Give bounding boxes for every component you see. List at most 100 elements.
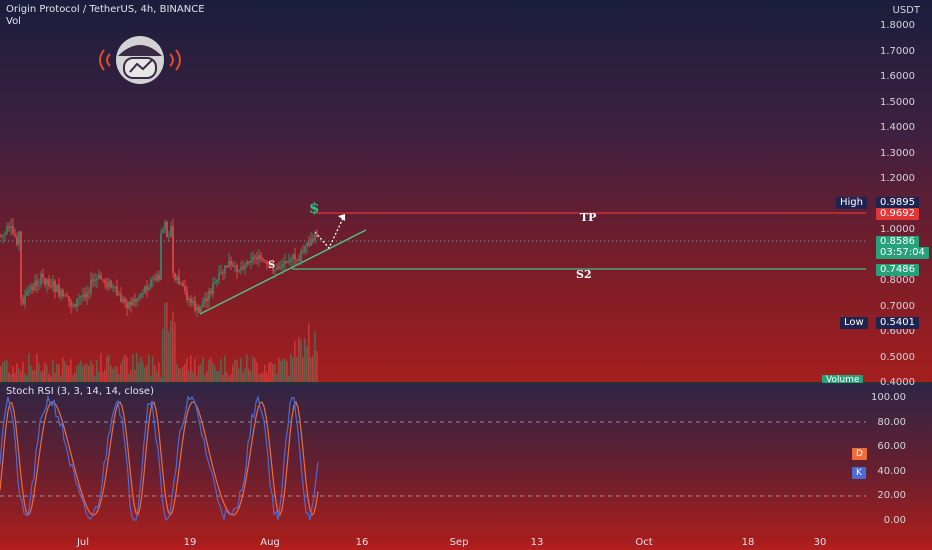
candle-body: [198, 307, 200, 313]
candle-body: [140, 293, 142, 297]
volume-bar: [288, 375, 290, 382]
candle-body: [90, 279, 92, 293]
price-axis-label: 1.6000: [880, 71, 915, 82]
volume-bar: [188, 370, 190, 382]
candle-body: [238, 269, 240, 272]
candle-body: [124, 298, 126, 303]
candle-body: [242, 267, 244, 269]
volume-bar: [64, 361, 66, 382]
currency-label: USDT: [892, 5, 920, 16]
dollar-icon: $: [309, 199, 320, 217]
candle-body: [130, 301, 132, 306]
volume-bar: [42, 370, 44, 382]
candle-body: [314, 234, 316, 241]
candle-body: [10, 226, 12, 229]
candle-body: [138, 296, 140, 299]
candle-body: [220, 272, 222, 274]
volume-bar: [184, 364, 186, 382]
candle-body: [172, 226, 174, 273]
volume-bar: [100, 353, 102, 382]
volume-bar: [304, 338, 306, 382]
candle-body: [56, 284, 58, 293]
volume-bar: [234, 359, 236, 382]
volume-bar: [152, 356, 154, 382]
volume-bar: [308, 323, 310, 382]
candle-body: [316, 234, 318, 238]
candle-body: [308, 242, 310, 246]
vol-legend[interactable]: Vol: [6, 16, 21, 27]
volume-bar: [114, 365, 116, 382]
volume-bar: [62, 357, 64, 382]
volume-bar: [18, 368, 20, 382]
volume-bar: [46, 365, 48, 382]
volume-bar: [136, 352, 138, 382]
volume-bar: [170, 320, 172, 382]
candle-body: [280, 266, 282, 269]
candle-body: [116, 286, 118, 296]
volume-bar: [164, 303, 166, 382]
candle-body: [112, 286, 114, 288]
rsi-axis-label: 80.00: [877, 416, 906, 428]
candle-body: [50, 285, 52, 287]
volume-bar: [56, 363, 58, 382]
time-axis-tick: 13: [530, 537, 544, 548]
projection-arrow[interactable]: [314, 213, 346, 250]
candle-body: [46, 279, 48, 285]
volume-bar: [242, 372, 244, 382]
candle-body: [118, 293, 120, 296]
time-axis-tick: 16: [355, 537, 369, 548]
candle-body: [42, 273, 44, 278]
candle-body: [258, 255, 260, 260]
volume-bar: [150, 375, 152, 382]
candle-body: [150, 279, 152, 288]
volume-bar: [160, 376, 162, 382]
volume-bar: [82, 365, 84, 382]
volume-bar: [182, 366, 184, 382]
pane-separator[interactable]: [0, 382, 932, 384]
current-price-tag: 0.8586: [876, 236, 919, 248]
volume-bar: [300, 339, 302, 382]
rsi-title[interactable]: Stoch RSI (3, 3, 14, 14, close): [6, 386, 154, 397]
time-axis[interactable]: [0, 534, 932, 550]
price-axis-label: 0.7000: [880, 300, 915, 312]
volume-bar: [180, 368, 182, 382]
volume-bar: [238, 368, 240, 382]
volume-bar: [292, 357, 294, 382]
candle-body: [224, 265, 226, 274]
candle-body: [262, 259, 264, 261]
candle-body: [270, 264, 272, 268]
rsi-axis-label: 100.00: [871, 392, 906, 403]
candle-body: [274, 269, 276, 271]
volume-bar: [120, 363, 122, 382]
volume-bar: [284, 359, 286, 382]
volume-bar: [268, 362, 270, 382]
candle-body: [222, 272, 224, 274]
candle-body: [306, 242, 308, 247]
price-axis-label: 1.5000: [880, 96, 915, 108]
rsi-lines: [0, 394, 319, 522]
volume-bar: [214, 365, 216, 382]
volume-bar: [96, 360, 98, 382]
volume-bar: [14, 372, 16, 382]
volume-bar: [86, 363, 88, 382]
volume-bar: [276, 373, 278, 382]
volume-bar: [236, 360, 238, 382]
candle-body: [312, 238, 314, 241]
volume-bar: [0, 365, 2, 382]
volume-bar: [66, 365, 68, 382]
volume-bar: [110, 364, 112, 382]
symbol-title[interactable]: Origin Protocol / TetherUS, 4h, BINANCE: [6, 4, 205, 15]
candle-body: [288, 261, 290, 263]
volume-bar: [280, 360, 282, 382]
candle-body: [28, 290, 30, 292]
volume-bar: [176, 363, 178, 382]
candle-body: [114, 286, 116, 288]
candle-body: [290, 259, 292, 262]
candle-body: [18, 231, 20, 245]
candle-body: [128, 301, 130, 309]
price-axis-label: 1.3000: [880, 147, 915, 159]
volume-bar: [146, 365, 148, 382]
volume-bar: [302, 357, 304, 382]
volume-bar: [92, 364, 94, 382]
